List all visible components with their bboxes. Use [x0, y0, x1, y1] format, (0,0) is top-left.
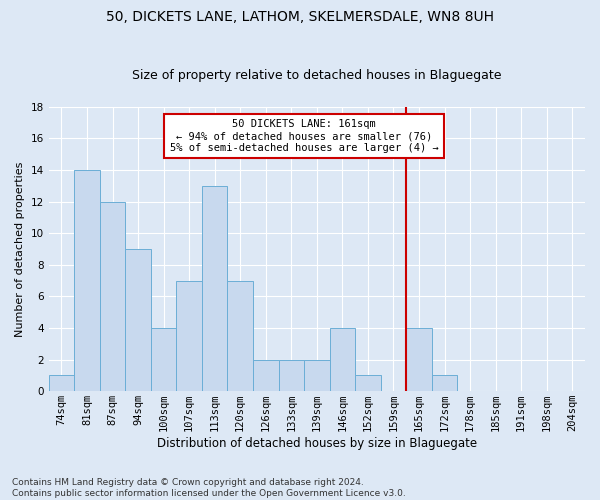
Text: 50 DICKETS LANE: 161sqm
← 94% of detached houses are smaller (76)
5% of semi-det: 50 DICKETS LANE: 161sqm ← 94% of detache… — [170, 120, 439, 152]
Bar — [49, 376, 74, 391]
Bar — [74, 170, 100, 391]
Bar — [406, 328, 432, 391]
Text: 50, DICKETS LANE, LATHOM, SKELMERSDALE, WN8 8UH: 50, DICKETS LANE, LATHOM, SKELMERSDALE, … — [106, 10, 494, 24]
Bar — [100, 202, 125, 391]
X-axis label: Distribution of detached houses by size in Blaguegate: Distribution of detached houses by size … — [157, 437, 477, 450]
Title: Size of property relative to detached houses in Blaguegate: Size of property relative to detached ho… — [132, 69, 502, 82]
Bar — [151, 328, 176, 391]
Bar — [176, 280, 202, 391]
Y-axis label: Number of detached properties: Number of detached properties — [15, 162, 25, 336]
Bar — [125, 249, 151, 391]
Bar — [202, 186, 227, 391]
Bar — [227, 280, 253, 391]
Bar — [329, 328, 355, 391]
Bar — [355, 376, 380, 391]
Bar — [253, 360, 278, 391]
Text: Contains HM Land Registry data © Crown copyright and database right 2024.
Contai: Contains HM Land Registry data © Crown c… — [12, 478, 406, 498]
Bar — [278, 360, 304, 391]
Bar — [432, 376, 457, 391]
Bar — [304, 360, 329, 391]
